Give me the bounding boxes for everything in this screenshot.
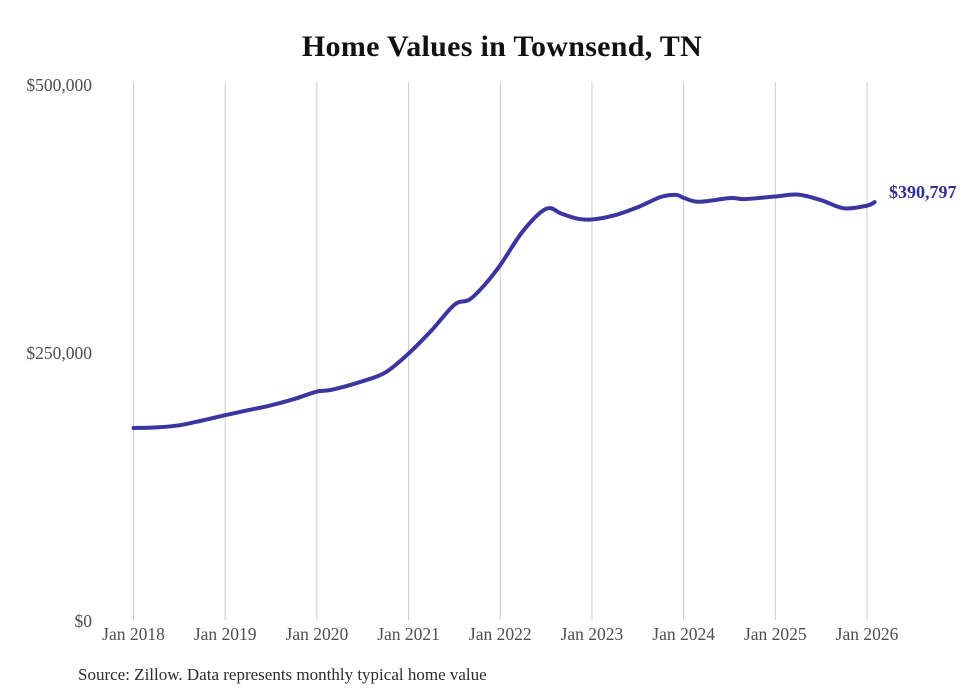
y-tick-label: $0 [74,611,93,631]
x-tick-label: Jan 2022 [468,624,532,644]
x-tick-label: Jan 2023 [560,624,624,644]
chart-title: Home Values in Townsend, TN [301,30,703,63]
x-tick-label: Jan 2021 [377,624,440,644]
x-tick-label: Jan 2024 [652,624,715,644]
current-value-label: $390,797 [889,182,957,202]
x-tick-label: Jan 2020 [285,624,349,644]
y-tick-label: $500,000 [26,75,92,95]
x-tick-label: Jan 2019 [193,624,257,644]
x-tick-label: Jan 2018 [102,624,165,644]
x-tick-label: Jan 2026 [835,624,899,644]
source-note: Source: Zillow. Data represents monthly … [78,665,487,684]
y-tick-label: $250,000 [26,343,92,363]
gridline-group [133,82,868,620]
x-tick-label: Jan 2025 [743,624,807,644]
home-value-line [131,192,877,430]
